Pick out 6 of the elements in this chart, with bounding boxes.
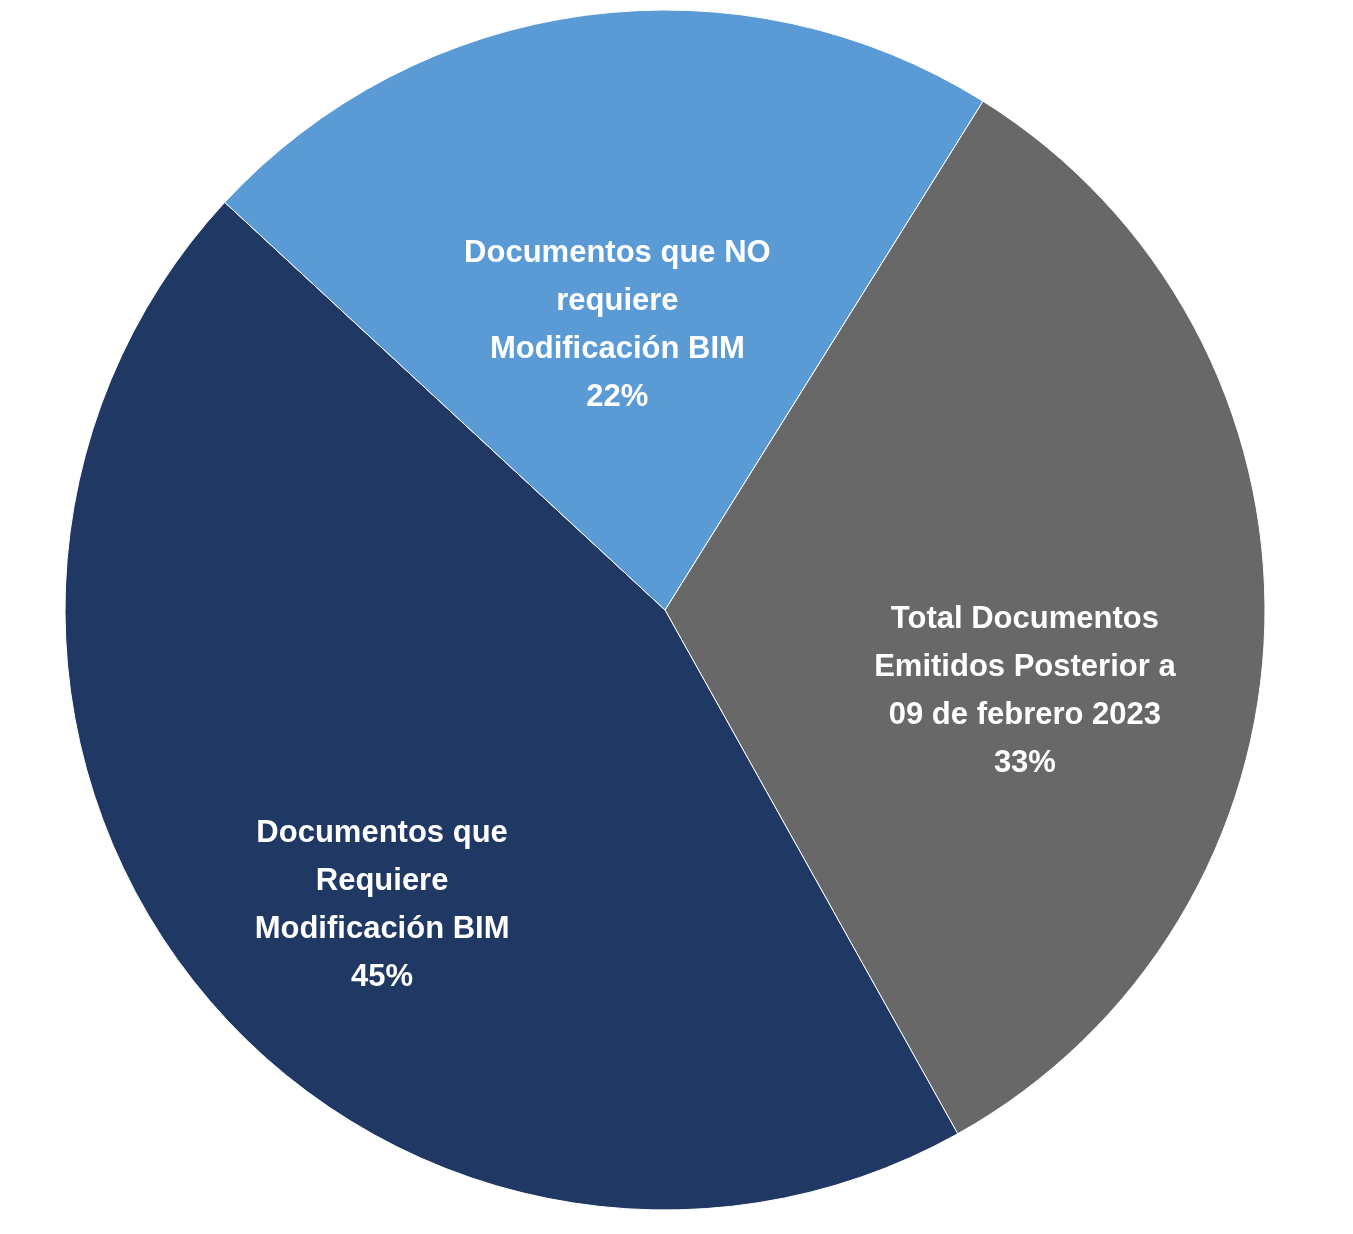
slice-label: Total Documentos Emitidos Posterior a 09 de febrero 2023 (874, 599, 1177, 731)
data-label: 45% (351, 957, 414, 993)
data-label: 22% (586, 378, 649, 414)
slice-label: Documentos que NO requiere Modificación BIM (464, 234, 771, 366)
data-label: 33% (993, 743, 1056, 779)
slice-label: Documentos que Requiere Modificación BIM (254, 813, 510, 945)
